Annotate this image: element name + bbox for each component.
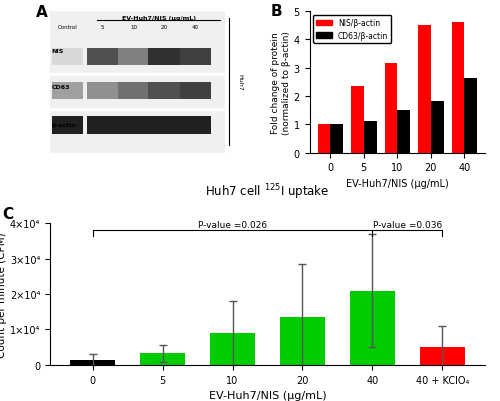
Bar [148,49,180,66]
Text: 20: 20 [160,25,168,30]
Bar [464,78,477,153]
Text: B: B [271,4,282,18]
Text: 40: 40 [192,25,199,30]
Bar [384,64,398,153]
Text: Control: Control [58,25,78,30]
Legend: NIS/β-actin, CD63/β-actin: NIS/β-actin, CD63/β-actin [314,16,391,44]
Text: C: C [2,207,14,222]
Bar [87,116,118,135]
Bar [148,116,180,135]
Y-axis label: Count per minute (CPM): Count per minute (CPM) [0,232,7,357]
Bar [318,125,330,153]
Bar [52,116,84,135]
Bar [87,49,118,66]
Bar [148,83,180,99]
Title: Huh7 cell $^{125}$I uptake: Huh7 cell $^{125}$I uptake [206,182,330,202]
Bar [431,102,444,153]
Bar [140,354,186,365]
Bar [118,49,150,66]
Bar [420,347,465,365]
Bar [452,23,464,153]
Text: NIS: NIS [52,49,64,54]
Bar [118,83,150,99]
Text: Huh7: Huh7 [237,74,242,91]
Bar [350,291,395,365]
Bar [210,333,256,365]
Text: 5: 5 [101,25,104,30]
Text: EV-Huh7/NIS (μg/mL): EV-Huh7/NIS (μg/mL) [122,16,196,21]
Bar [180,116,212,135]
Bar [364,122,376,153]
Text: CD63: CD63 [52,84,70,89]
Bar [351,87,364,153]
X-axis label: EV-Huh7/NIS (μg/mL): EV-Huh7/NIS (μg/mL) [208,390,326,400]
Text: P-value =0.026: P-value =0.026 [198,220,267,229]
Text: A: A [36,5,48,20]
Bar [70,360,116,365]
Bar [180,49,212,66]
Bar [280,317,325,365]
Bar [330,125,343,153]
Bar [118,116,150,135]
Bar [52,49,84,66]
Bar [398,111,410,153]
Bar [87,83,118,99]
Text: β-actin: β-actin [52,122,76,128]
X-axis label: EV-Huh7/NIS (μg/mL): EV-Huh7/NIS (μg/mL) [346,178,448,188]
Bar [52,83,84,99]
Bar [180,83,212,99]
Text: 10: 10 [130,25,138,30]
Bar [418,26,431,153]
Y-axis label: Fold change of protein
(normalized to β-actin): Fold change of protein (normalized to β-… [272,31,291,134]
Text: P-value =0.036: P-value =0.036 [373,220,442,229]
